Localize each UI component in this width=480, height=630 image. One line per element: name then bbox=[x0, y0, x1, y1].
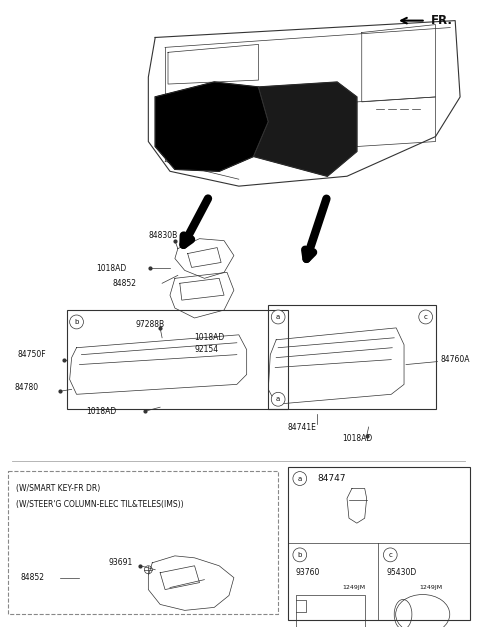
Text: 93760: 93760 bbox=[296, 568, 320, 577]
Text: 84747: 84747 bbox=[317, 474, 346, 483]
Circle shape bbox=[293, 472, 307, 486]
Text: 84852: 84852 bbox=[113, 279, 137, 288]
Bar bbox=[67, 310, 288, 409]
Text: a: a bbox=[298, 476, 302, 481]
Text: c: c bbox=[424, 314, 428, 320]
Text: 1249JM: 1249JM bbox=[420, 585, 443, 590]
Polygon shape bbox=[253, 82, 357, 176]
Text: 1018AD: 1018AD bbox=[96, 264, 126, 273]
Text: 84750F: 84750F bbox=[18, 350, 46, 359]
Text: 84780: 84780 bbox=[14, 383, 39, 392]
Polygon shape bbox=[155, 82, 268, 171]
Text: FR.: FR. bbox=[431, 14, 453, 27]
Text: (W/STEER'G COLUMN-ELEC TIL&TELES(IMS)): (W/STEER'G COLUMN-ELEC TIL&TELES(IMS)) bbox=[15, 500, 183, 509]
Circle shape bbox=[271, 392, 285, 406]
Text: b: b bbox=[298, 552, 302, 558]
Text: 84760A: 84760A bbox=[441, 355, 470, 364]
Text: (W/SMART KEY-FR DR): (W/SMART KEY-FR DR) bbox=[15, 484, 100, 493]
Bar bbox=[8, 471, 278, 614]
Text: 97288B: 97288B bbox=[135, 321, 165, 329]
Text: 1018AD: 1018AD bbox=[194, 333, 225, 342]
Text: 84830B: 84830B bbox=[148, 231, 178, 240]
Bar bbox=[268, 305, 435, 409]
Text: 95430D: 95430D bbox=[386, 568, 417, 577]
Text: a: a bbox=[276, 314, 280, 320]
Circle shape bbox=[384, 548, 397, 562]
Text: b: b bbox=[74, 319, 79, 325]
Circle shape bbox=[271, 310, 285, 324]
Text: 84852: 84852 bbox=[21, 573, 45, 582]
Text: a: a bbox=[276, 396, 280, 402]
Text: 93691: 93691 bbox=[109, 558, 133, 567]
Circle shape bbox=[70, 315, 84, 329]
Text: 92154: 92154 bbox=[194, 345, 219, 354]
Text: c: c bbox=[388, 552, 392, 558]
Bar bbox=[296, 595, 365, 630]
Text: 1018AD: 1018AD bbox=[342, 435, 372, 444]
Text: 84741E: 84741E bbox=[288, 423, 317, 432]
Text: 1018AD: 1018AD bbox=[86, 406, 117, 416]
Bar bbox=[288, 467, 470, 621]
Circle shape bbox=[293, 548, 307, 562]
Text: 1249JM: 1249JM bbox=[342, 585, 365, 590]
Circle shape bbox=[419, 310, 432, 324]
